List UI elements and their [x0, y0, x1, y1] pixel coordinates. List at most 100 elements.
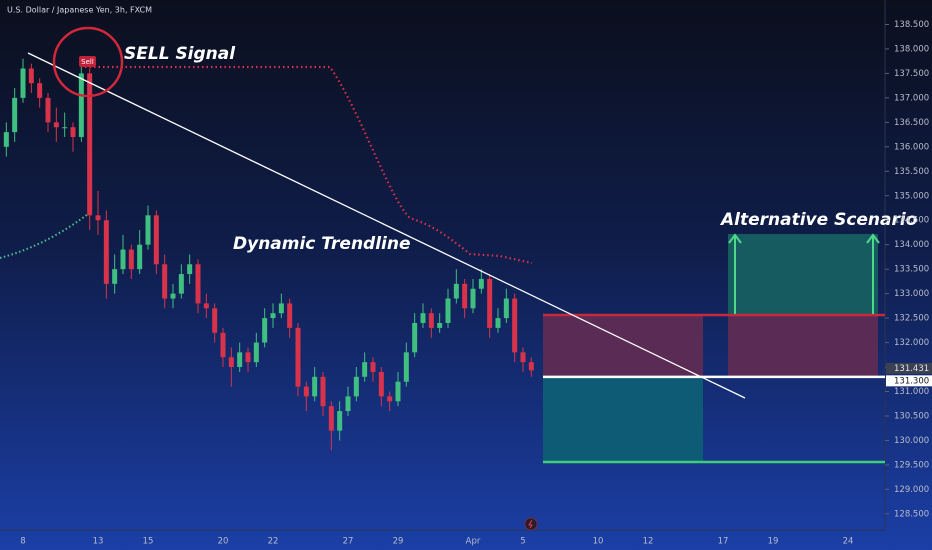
price-label-box	[886, 375, 932, 387]
candle-body	[270, 313, 276, 319]
price-label: 131.300	[894, 376, 929, 386]
chart-title: U.S. Dollar / Japanese Yen, 3h, FXCM	[7, 6, 152, 15]
candle-body	[362, 362, 368, 377]
y-tick-label: 137.500	[894, 69, 929, 79]
y-tick-label: 129.500	[894, 460, 929, 470]
candle-body	[112, 269, 118, 284]
candle-body	[253, 342, 259, 363]
sar-down	[85, 65, 533, 265]
risk-zone	[543, 315, 703, 377]
candle-body	[345, 396, 351, 412]
sell-label: Sell	[81, 58, 94, 66]
candle-body	[403, 352, 409, 382]
candle-body	[512, 298, 518, 353]
y-tick-label: 137.000	[894, 93, 929, 103]
candle-body	[170, 293, 176, 299]
candle-body	[70, 127, 76, 138]
x-tick-label: 20	[218, 537, 229, 547]
sell-badge	[79, 56, 96, 67]
alt-risk-zone	[728, 315, 878, 377]
candle-body	[470, 288, 476, 309]
candle-body	[103, 220, 109, 284]
candle-body	[53, 122, 59, 128]
price-label-box	[886, 362, 932, 374]
y-tick-label: 128.500	[894, 509, 929, 519]
x-tick-label: 22	[268, 537, 279, 547]
candle-body	[153, 215, 159, 265]
candle-body	[178, 274, 184, 294]
candle-body	[128, 249, 134, 270]
annotation: SELL Signal	[124, 44, 236, 64]
candle-body	[37, 83, 43, 98]
y-tick-label: 138.500	[894, 20, 929, 30]
alt-target-zone	[728, 234, 878, 315]
y-tick-label: 133.000	[894, 289, 929, 299]
candle-body	[278, 303, 284, 314]
candle-body	[295, 327, 301, 387]
candle-body	[487, 278, 493, 328]
y-tick-label: 134.000	[894, 240, 929, 250]
candle-body	[62, 127, 68, 129]
x-tick-label: 15	[143, 537, 154, 547]
candle-body	[237, 352, 243, 368]
candle-body	[378, 371, 384, 397]
x-tick-label: 10	[593, 537, 604, 547]
candle-body	[428, 313, 434, 328]
candle-body	[3, 132, 9, 147]
x-tick-label: 13	[93, 537, 104, 547]
y-tick-label: 135.000	[894, 191, 929, 201]
candle-body	[203, 303, 209, 309]
candle-body	[478, 278, 484, 289]
candle-body	[420, 313, 426, 323]
candle-body	[95, 215, 101, 221]
event-icon-bolt	[528, 519, 533, 529]
candle-body	[28, 68, 34, 84]
candle-body	[503, 298, 509, 319]
x-tick-label: Apr	[466, 537, 481, 547]
candle-body	[212, 308, 218, 333]
y-tick-label: 134.500	[894, 216, 929, 226]
x-tick-label: 24	[843, 537, 854, 547]
annotation: Dynamic Trendline	[233, 234, 411, 254]
event-icon	[524, 517, 538, 531]
y-tick-label: 136.000	[894, 142, 929, 152]
candle-body	[453, 283, 459, 299]
x-tick-label: 12	[643, 537, 654, 547]
candle-body	[287, 303, 293, 328]
x-tick-label: 27	[343, 537, 354, 547]
candle-body	[320, 376, 326, 407]
candle-body	[528, 362, 534, 371]
candle-body	[412, 322, 418, 353]
candle-body	[45, 97, 51, 123]
candle-body	[353, 376, 359, 397]
candles	[3, 58, 534, 451]
candle-body	[12, 97, 18, 133]
x-tick-label: 5	[520, 537, 525, 547]
candle-body	[120, 249, 126, 270]
y-tick-label: 130.500	[894, 411, 929, 421]
sar-up	[0, 213, 89, 259]
y-tick-label: 131.000	[894, 387, 929, 397]
trendline	[27, 52, 746, 399]
y-tick-label: 132.000	[894, 338, 929, 348]
candle-body	[220, 332, 226, 358]
x-tick-label: 17	[718, 537, 729, 547]
y-tick-label: 129.000	[894, 485, 929, 495]
y-tick-label: 130.000	[894, 436, 929, 446]
target-zone	[543, 377, 703, 462]
candle-body	[262, 318, 268, 343]
candle-body	[312, 376, 318, 397]
candle-body	[370, 362, 376, 372]
x-tick-label: 8	[20, 537, 25, 547]
candle-body	[303, 386, 309, 397]
candle-body	[228, 357, 234, 368]
y-tick-label: 135.500	[894, 167, 929, 177]
x-tick-label: 19	[768, 537, 779, 547]
candle-body	[395, 381, 401, 402]
price-label: 131.431	[894, 364, 929, 374]
candle-body	[137, 244, 143, 270]
x-tick-label: 29	[393, 537, 404, 547]
alt-arrows	[728, 233, 880, 314]
candle-body	[162, 264, 168, 299]
